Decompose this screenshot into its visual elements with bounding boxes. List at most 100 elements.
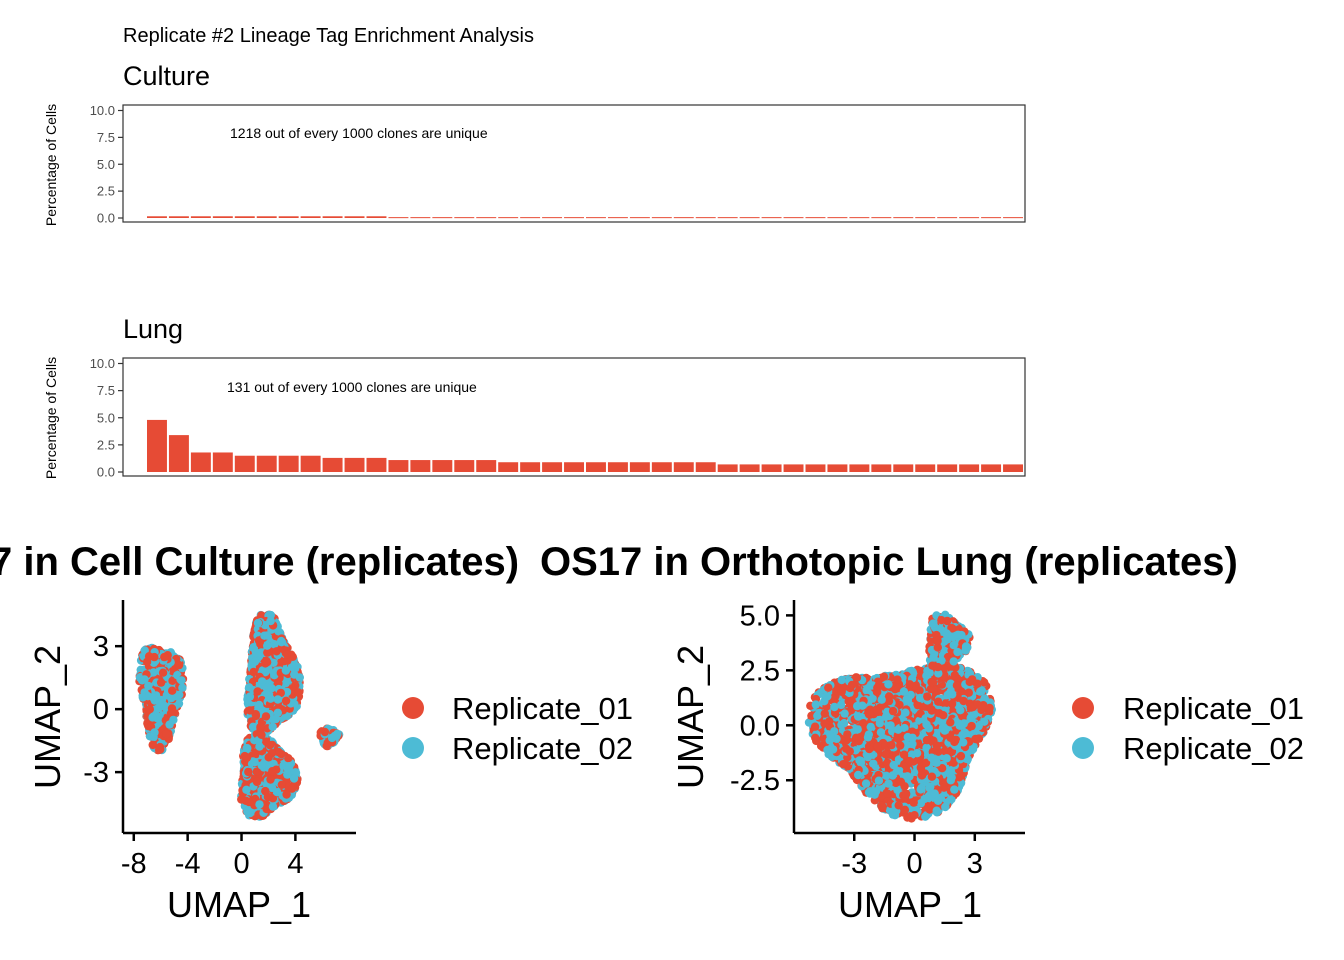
lung-bar (476, 460, 497, 472)
culture-bar (586, 217, 606, 219)
culture-ytick-label: 0.0 (97, 211, 115, 226)
culture-bar (739, 217, 760, 219)
culture-bar (761, 217, 782, 219)
culture-umap-cell-point (268, 767, 277, 776)
lung-bar (454, 460, 475, 472)
culture-umap-cell-point (272, 647, 281, 656)
culture-umap-cell-point (255, 700, 264, 710)
lung-bar (1003, 464, 1023, 472)
culture-umap-cell-point (144, 652, 154, 661)
culture-umap-cell-point (276, 688, 285, 698)
lung-bar (564, 462, 584, 472)
culture-bar (410, 217, 431, 219)
culture-bar (607, 217, 628, 219)
lung-bar (190, 452, 211, 472)
lung-bar (410, 460, 431, 472)
culture-annotation: 1218 out of every 1000 clones are unique (230, 125, 488, 141)
culture-bar (651, 217, 672, 219)
lung-umap-title: OS17 in Orthotopic Lung (replicates) (540, 540, 1238, 584)
culture-umap-cell-point (283, 770, 292, 779)
culture-umap-cell-point (243, 744, 252, 753)
culture-umap-ytick-label: 0 (93, 694, 109, 726)
lung-y-axis-label: Percentage of Cells (43, 357, 59, 479)
culture-umap-cell-point (261, 712, 271, 721)
culture-title: Culture (123, 61, 210, 91)
culture-umap-cell-point (169, 715, 178, 725)
culture-umap-cell-point (248, 722, 258, 731)
culture-umap-cell-point (266, 616, 275, 626)
culture-bar (915, 217, 936, 219)
culture-umap-cell-point (274, 627, 283, 636)
culture-umap-cell-point (140, 646, 149, 655)
culture-umap-cell-point (158, 668, 168, 677)
lung-bar (937, 464, 958, 472)
culture-umap-cell-point (261, 786, 270, 796)
culture-bar (783, 217, 804, 219)
culture-umap-cell-point (320, 727, 330, 737)
lung-bar (366, 457, 387, 472)
culture-umap-xtick-label: -4 (175, 848, 201, 880)
culture-bar (212, 216, 233, 218)
lung-bar (761, 464, 782, 472)
lung-bar (629, 462, 650, 472)
lung-bar (871, 464, 892, 472)
culture-umap-cell-point (266, 610, 275, 620)
culture-bar (695, 217, 716, 219)
lung-bar (256, 455, 277, 472)
culture-umap-cell-point (263, 641, 272, 650)
culture-umap-cell-point (162, 729, 171, 739)
culture-bar (959, 217, 980, 219)
culture-umap-title: 7 in Cell Culture (replicates) (0, 540, 519, 584)
culture-umap-cell-point (175, 690, 184, 699)
culture-umap-xtick-label: -8 (121, 848, 147, 880)
culture-umap-cell-point (282, 790, 291, 799)
culture-umap-cell-point (149, 668, 158, 677)
culture-umap-cell-point (245, 706, 255, 715)
culture-umap-xtick-label: 0 (233, 848, 249, 880)
culture-bar (256, 216, 277, 218)
culture-umap-xtick-label: 4 (287, 848, 303, 880)
culture-umap-cell-point (273, 695, 282, 704)
culture-bar (476, 217, 497, 219)
culture-bar (432, 217, 453, 219)
lung-ytick-label: 7.5 (97, 383, 115, 398)
culture-bar (234, 216, 255, 218)
culture-umap-ytick-label: -3 (83, 757, 109, 789)
culture-bar (498, 217, 519, 219)
culture-umap-cell-point (287, 662, 297, 671)
culture-ytick-label: 2.5 (97, 184, 115, 199)
culture-umap-cell-point (148, 713, 157, 722)
lung-bar (542, 462, 563, 472)
legend-swatch-replicate-01 (402, 697, 424, 719)
lung-title: Lung (123, 314, 183, 344)
lung-ytick-label: 2.5 (97, 437, 115, 452)
lung-bar (432, 460, 453, 472)
culture-bar (717, 217, 738, 219)
lung-bar (805, 464, 826, 472)
culture-ytick-label: 10.0 (90, 103, 115, 118)
culture-umap-cell-point (273, 708, 282, 717)
lung-bar (981, 464, 1002, 472)
culture-umap-cell-point (144, 681, 153, 691)
culture-umap-y-label: UMAP_2 (27, 645, 68, 789)
culture-umap-cell-point (154, 745, 164, 755)
culture-umap-cell-point (256, 639, 265, 649)
culture-bar (673, 217, 694, 219)
culture-umap-cell-point (257, 677, 267, 686)
lung-annotation: 131 out of every 1000 clones are unique (227, 379, 477, 395)
culture-umap-legend: Replicate_01 Replicate_02 (402, 691, 633, 766)
culture-bar (190, 216, 211, 218)
culture-umap-cell-point (269, 658, 278, 667)
culture-ytick-label: 5.0 (97, 157, 115, 172)
culture-umap-cell-point (262, 631, 272, 640)
culture-bar (322, 216, 343, 218)
legend-label-replicate-01: Replicate_01 (452, 691, 633, 726)
culture-bar-chart: Culture Percentage of Cells 0.02.55.07.5… (43, 61, 1026, 226)
culture-bar (871, 217, 892, 219)
culture-umap-cell-point (244, 767, 253, 777)
lung-panel-border (122, 357, 1026, 477)
culture-umap-cell-point (270, 640, 279, 649)
culture-umap-cell-point (277, 636, 286, 646)
culture-umap-cell-point (295, 673, 304, 682)
culture-umap-cell-point (284, 754, 293, 763)
